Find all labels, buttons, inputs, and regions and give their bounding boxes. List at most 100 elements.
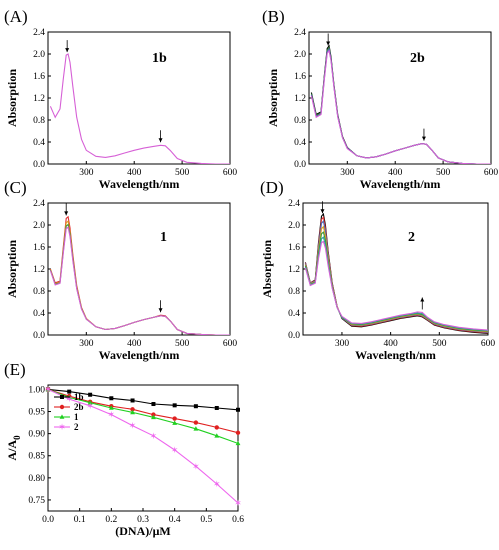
series-line (310, 44, 491, 164)
legend-marker (60, 395, 64, 399)
y-tick-label: 2.0 (294, 50, 306, 60)
series-line (49, 223, 230, 335)
data-point (172, 416, 177, 421)
y-tick-label: 0.90 (28, 430, 45, 440)
x-tick-label: 500 (175, 339, 190, 349)
x-tick-label: 0.1 (74, 515, 86, 525)
compound-label: 2 (408, 230, 415, 245)
y-axis-title-subscript: 0 (12, 435, 22, 440)
panel-label: (D) (260, 178, 284, 197)
y-tick-label: 0.85 (28, 452, 45, 462)
data-point (214, 433, 220, 438)
y-tick-label: 2.0 (33, 50, 45, 60)
y-tick-label: 0.8 (294, 116, 306, 126)
y-tick-label: 0.95 (28, 408, 45, 418)
y-tick-label: 1.6 (288, 243, 300, 253)
y-tick-label: 0.80 (28, 474, 45, 484)
data-point (193, 420, 199, 425)
y-tick-label: 2.0 (33, 221, 45, 231)
legend-marker (59, 414, 65, 419)
legend-label: 2b (74, 402, 84, 412)
x-tick-label: 600 (223, 168, 238, 178)
series-line (310, 47, 491, 164)
x-tick-label: 300 (79, 168, 94, 178)
x-tick-label: 500 (436, 168, 451, 178)
data-point: ✶ (86, 401, 94, 411)
y-tick-label: 0.75 (28, 496, 45, 506)
y-axis-title: Absorption (260, 240, 274, 298)
arrow-up-icon (420, 297, 425, 310)
data-point (151, 414, 156, 420)
data-point: ✶ (192, 461, 200, 471)
data-point (193, 404, 198, 409)
data-point: ✶ (171, 445, 179, 455)
legend-entry: 1 (54, 412, 79, 422)
data-point (151, 412, 156, 417)
data-point (172, 420, 178, 425)
panel-label: (E) (4, 360, 26, 379)
arrow-down-icon (326, 33, 331, 46)
x-tick-label: 500 (175, 168, 190, 178)
y-tick-label: 0.8 (33, 116, 45, 126)
y-tick-label: 0.8 (33, 287, 45, 297)
x-axis-title: Wavelength/nm (360, 177, 441, 191)
y-tick-label: 2.4 (33, 199, 45, 209)
y-axis-title: Absorption (5, 240, 19, 298)
data-point: ✶ (234, 498, 242, 508)
arrow-down-icon (65, 40, 70, 53)
y-tick-label: 1.6 (33, 243, 45, 253)
y-tick-label: 2.0 (288, 221, 300, 231)
data-point: ✶ (150, 431, 158, 441)
y-tick-label: 0.4 (294, 138, 306, 148)
data-point (130, 398, 135, 403)
y-axis-title: Absorption (266, 69, 280, 127)
data-point (235, 440, 241, 446)
y-tick-label: 0.0 (288, 331, 300, 341)
y-tick-label: 0.0 (33, 331, 45, 341)
x-tick-label: 500 (432, 339, 447, 349)
arrow-down-icon (158, 130, 163, 143)
series-line (48, 388, 238, 434)
x-tick-label: 600 (484, 168, 499, 178)
data-point (214, 405, 219, 410)
x-tick-label: 400 (388, 168, 403, 178)
series-line (49, 215, 230, 335)
series-line (48, 388, 238, 504)
data-point: ✶ (108, 410, 116, 420)
series-line (48, 388, 238, 411)
series-line (49, 220, 230, 335)
legend-entry: 2b (54, 402, 84, 412)
x-tick-label: 400 (127, 168, 142, 178)
y-axis-title: A/A0 (5, 435, 22, 461)
arrow-down-icon (64, 203, 69, 216)
legend-marker: ✶ (58, 422, 66, 432)
panel-e: (E) 0.0 0.1 0.2 0.3 0.4 0.5 0.6 0.75 0.80 0.85 0.90… (4, 360, 244, 538)
data-point (193, 426, 199, 431)
y-tick-label: 2.4 (288, 199, 300, 209)
panel-c: (C) 300 400 500 600 0.0 0.4 0.8 1.2 1.6 2.0 2.4 Wave… (4, 178, 237, 362)
panel-d: (D) 300 400 500 600 0.0 0.4 0.8 1.2 1.6 2.0 2.4 Wave… (260, 178, 495, 362)
x-axis-title: (DNA)/μM (115, 524, 170, 538)
y-tick-label: 1.2 (288, 265, 300, 275)
series-line (49, 53, 230, 164)
legend-label: 1 (74, 412, 79, 422)
data-point (130, 407, 135, 412)
y-tick-label: 0.4 (33, 138, 45, 148)
series-line (310, 45, 491, 164)
data-point (235, 430, 241, 435)
data-point (151, 402, 156, 407)
series-line (310, 49, 491, 164)
data-point (88, 392, 93, 397)
data-point (87, 400, 93, 405)
x-tick-label: 300 (340, 168, 355, 178)
arrow-down-icon (158, 300, 163, 313)
y-tick-label: 2.4 (33, 28, 45, 38)
x-tick-label: 400 (384, 339, 399, 349)
plot-frame (47, 202, 231, 336)
legend-marker (59, 404, 65, 410)
x-tick-label: 0.0 (42, 515, 54, 525)
x-tick-label: 0.6 (232, 515, 244, 525)
series-line (49, 226, 230, 335)
x-tick-label: 600 (481, 339, 496, 349)
